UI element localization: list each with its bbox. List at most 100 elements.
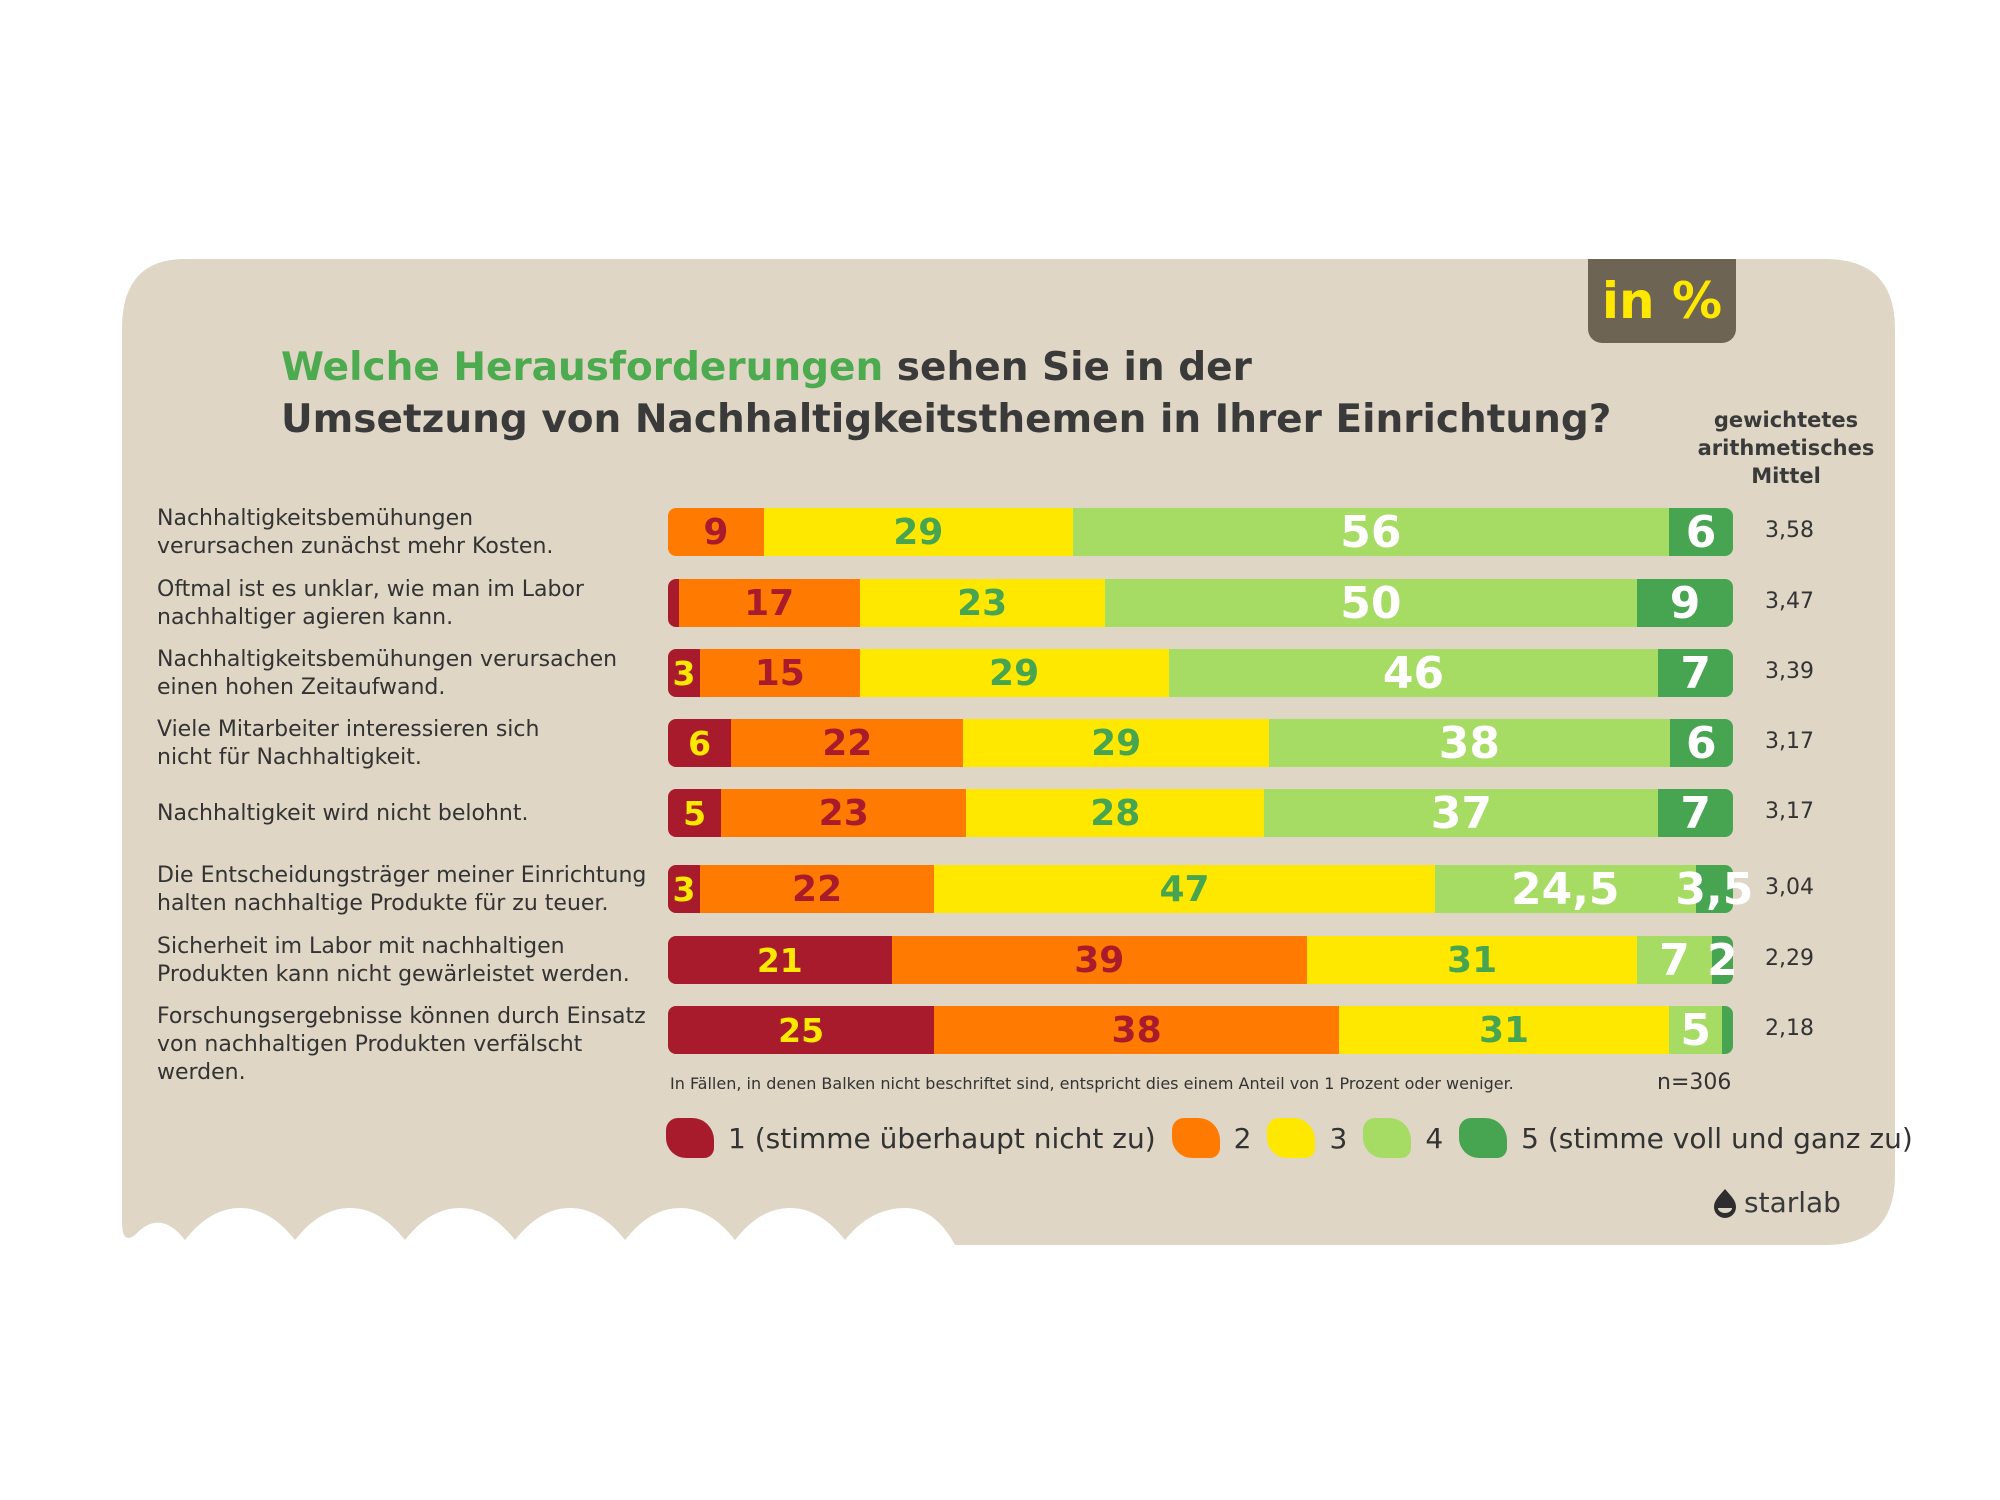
bar-segment: 9 [1637,577,1733,629]
legend-swatch [1459,1118,1508,1158]
row-label-line: Nachhaltigkeit wird nicht belohnt. [157,801,529,826]
bar-segment: 29 [763,508,1073,556]
data-label: 9 [1669,577,1701,629]
data-label: 17 [744,582,795,624]
row-label-line: Die Entscheidungsträger meiner Einrichtu… [157,863,647,888]
data-label: 23 [957,582,1008,624]
bar-segment: 3 [668,865,700,913]
data-label: 6 [1686,717,1717,769]
bar-segment: 56 [1072,506,1670,558]
row-label: Forschungsergebnisse können durch Einsat… [157,1003,677,1087]
starlab-logo-icon [1714,1188,1736,1218]
row-label: Nachhaltigkeitsbemühungen verursachen zun… [157,505,677,561]
bar-segment: 7 [1658,787,1733,839]
bar-segment: 5 [668,789,722,837]
bar-segment: 17 [678,579,860,627]
legend-swatch [1171,1118,1220,1158]
bar-segment: 22 [731,719,964,767]
data-label: 47 [1159,868,1210,910]
mean-header: gewichtetes arithmetisches Mittel [1697,408,1875,488]
legend-swatch [1363,1118,1412,1158]
data-label: 29 [1091,722,1142,764]
mean-value: 3,04 [1765,875,1814,900]
bar-segment: 37 [1264,787,1659,839]
row-label: Viele Mitarbeiter interessieren sich nich… [157,716,677,772]
data-label: 37 [1430,787,1493,839]
data-label: 31 [1478,1009,1530,1051]
row-label: Nachhaltigkeit wird nicht belohnt. [157,800,677,828]
data-label: 5 [683,793,707,833]
mean-value: 2,29 [1765,946,1814,971]
bar-segment: 23 [859,579,1105,627]
title-highlight: Welche Herausforderungen [281,345,884,390]
data-label: 7 [1680,647,1712,699]
data-label: 38 [1111,1009,1162,1051]
bar-segment [1722,1006,1733,1054]
bar-segment: 29 [963,719,1270,767]
bar-segment: 46 [1168,647,1659,699]
legend-item: 4 [1363,1118,1443,1158]
row-label-line: von nachhaltigen Produkten verfälscht we… [157,1032,583,1085]
legend-label: 3 [1329,1121,1348,1155]
row-label-line: einen hohen Zeitaufwand. [157,675,446,700]
row-label: Nachhaltigkeitsbemühungen verursachen ein… [157,646,677,702]
legend-label: 4 [1425,1121,1444,1155]
legend-label: 5 (stimme voll und ganz zu) [1521,1121,1913,1155]
data-label: 56 [1340,506,1402,558]
bar-segment: 22 [699,865,935,913]
mean-value: 3,17 [1765,729,1814,754]
bar-segment: 50 [1104,577,1638,629]
data-label: 38 [1438,717,1500,769]
data-label: 7 [1680,787,1712,839]
data-label: 50 [1340,577,1402,629]
row-label-line: Oftmal ist es unklar, wie man im Labor [157,577,584,602]
footnote: In Fällen, in denen Balken nicht beschri… [670,1074,1514,1093]
bar-segment: 6 [1669,717,1733,769]
bar-segment: 2 [1707,935,1738,986]
legend-label: 2 [1233,1121,1252,1155]
data-label: 5 [1680,1004,1712,1056]
mean-value: 3,58 [1765,518,1814,543]
data-label: 3,5 [1675,863,1754,915]
data-label: 25 [778,1010,825,1050]
bar-segment: 31 [1338,1006,1670,1054]
mean-value: 2,18 [1765,1016,1814,1041]
bar-segment: 3,5 [1675,864,1753,915]
data-label: 15 [754,652,805,694]
row-label-line: Forschungsergebnisse können durch Einsat… [157,1004,646,1029]
legend-swatch [1267,1118,1316,1158]
bar-segment: 9 [668,508,764,556]
bar-segment: 38 [934,1006,1339,1054]
title-line-1: Welche Herausforderungen sehen Sie in de… [281,342,1611,394]
data-label: 39 [1074,939,1125,981]
data-label: 29 [989,652,1040,694]
legend-swatch [666,1118,714,1158]
data-label: 23 [818,792,869,834]
bar-segment: 7 [1637,934,1712,986]
data-label: 7 [1659,934,1690,986]
data-label: 6 [688,723,712,763]
bar-segment: 3 [668,649,700,697]
row-label: Oftmal ist es unklar, wie man im Labor na… [157,576,677,632]
legend-item: 1 (stimme überhaupt nicht zu) [666,1118,1156,1158]
bar-segment: 6 [668,719,732,767]
bar-segment: 7 [1658,647,1733,699]
bar-segment: 15 [699,649,860,697]
sample-size: n=306 [1657,1070,1732,1095]
bar-segment: 25 [668,1006,935,1054]
data-label: 9 [703,511,729,553]
unit-badge: in % [1588,259,1736,343]
row-label-line: halten nachhaltige Produkte für zu teuer… [157,891,609,916]
row-label-line: Produkten kann nicht gewärleistet werden… [157,962,630,987]
legend-item: 3 [1267,1118,1347,1158]
bar-segment: 29 [859,649,1169,697]
starlab-logo-text: starlab [1744,1186,1841,1219]
row-label-line: Viele Mitarbeiter interessieren sich [157,717,540,742]
mean-value: 3,39 [1765,659,1814,684]
bar-segment: 28 [966,789,1265,837]
data-label: 46 [1382,647,1445,699]
legend-item: 5 (stimme voll und ganz zu) [1459,1118,1913,1158]
page-title: Welche Herausforderungen sehen Sie in de… [281,342,1611,446]
bar-segment [668,579,679,627]
data-label: 2 [1707,934,1738,986]
